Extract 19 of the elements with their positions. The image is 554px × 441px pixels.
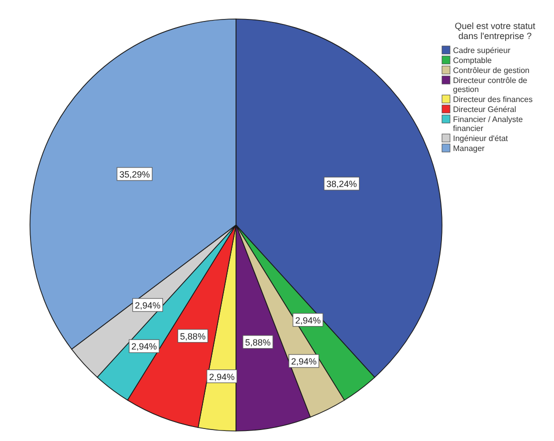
data-label: 5,88% — [180, 331, 206, 342]
data-label: 2,94% — [295, 315, 321, 326]
data-label: 2,94% — [131, 342, 157, 352]
data-label: 2,94% — [134, 300, 160, 310]
data-label: 2,94% — [209, 372, 235, 382]
data-label: 35,29% — [119, 169, 150, 180]
legend-label: Directeur contrôle de gestion — [453, 76, 528, 94]
legend-label: Ingénieur d'état — [453, 134, 509, 143]
legend-label: Manager — [453, 144, 485, 153]
data-label: 38,24% — [326, 179, 357, 190]
legend-label: Comptable — [453, 56, 492, 65]
legend-label: Directeur des finances — [453, 95, 533, 104]
legend-label: Financier / Analyste financier — [453, 115, 524, 133]
legend-label: Directeur Général — [453, 105, 516, 114]
data-label: 5,88% — [245, 337, 271, 348]
legend-label: Cadre supérieur — [453, 46, 511, 55]
legend-title: Quel est votre statut dans l'entreprise ? — [454, 21, 536, 41]
data-label: 2,94% — [291, 356, 317, 366]
legend-label: Contrôleur de gestion — [453, 66, 530, 75]
